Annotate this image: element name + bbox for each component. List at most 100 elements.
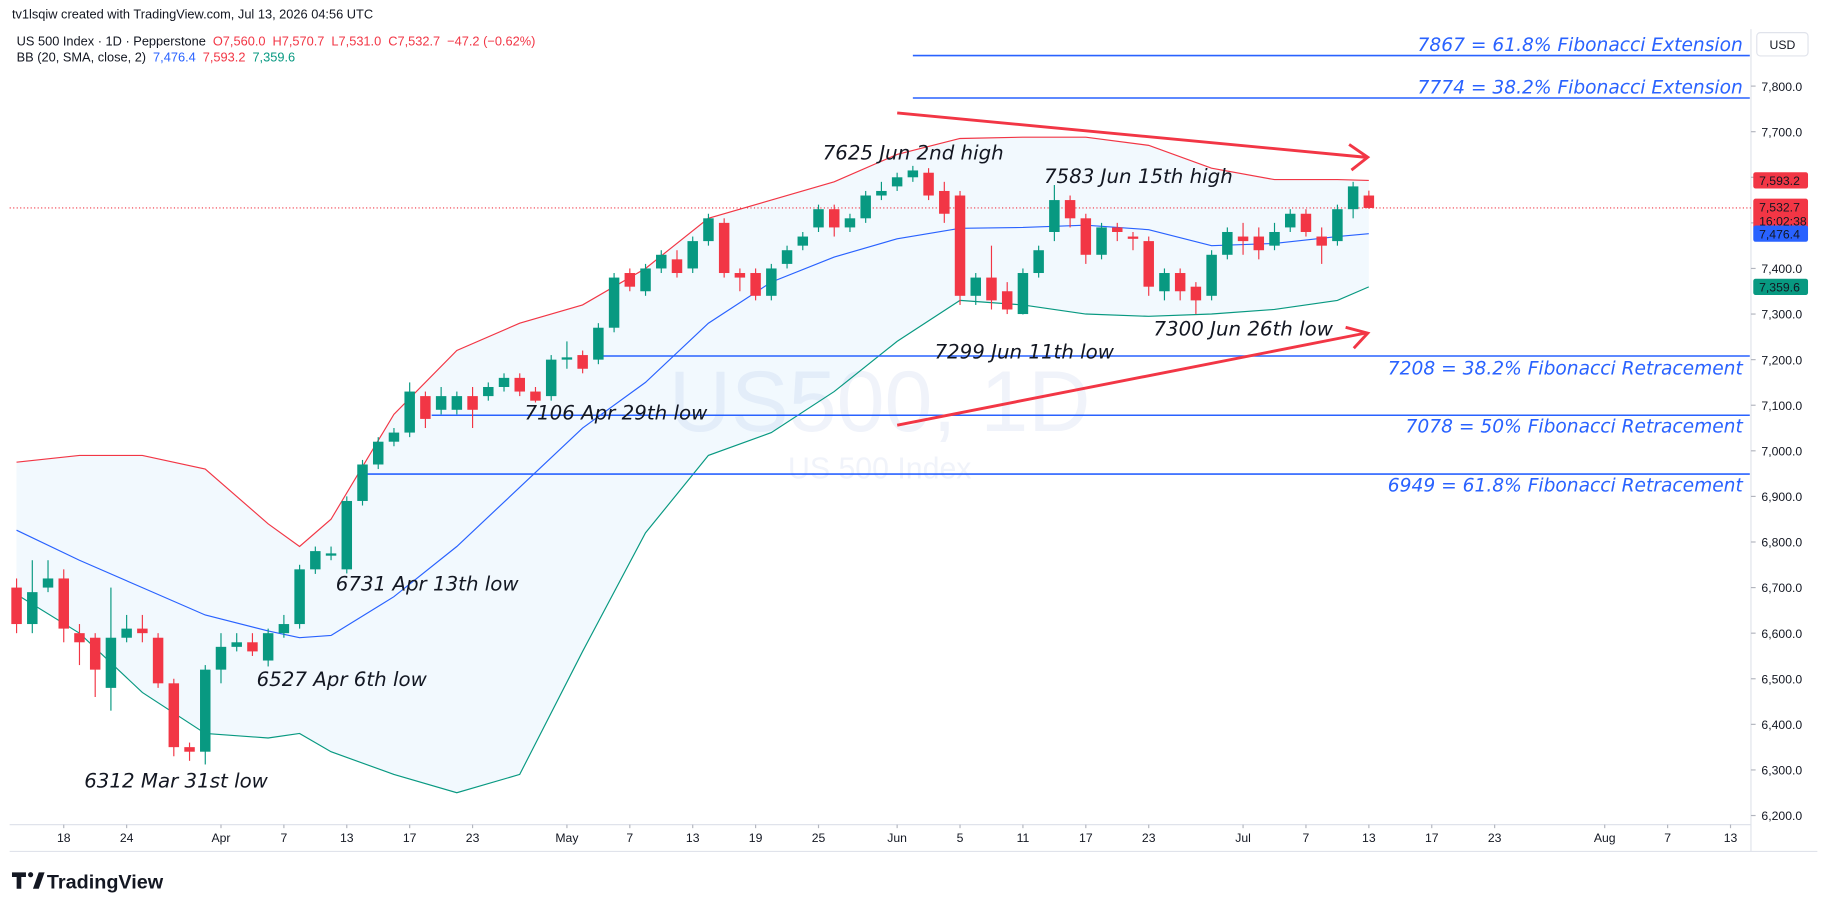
candle-body — [703, 218, 714, 242]
x-tick-label: 17 — [403, 831, 417, 845]
candle-body — [813, 209, 824, 228]
bb-middle — [16, 224, 1369, 639]
upper-trend-line — [897, 111, 1366, 159]
x-tick-label: 13 — [1362, 831, 1376, 845]
annotation: 6527 Apr 6th low — [257, 668, 428, 691]
x-tick-label: 5 — [957, 831, 964, 845]
ohlc-value: O7,560.0 — [213, 33, 266, 48]
candle-body — [750, 273, 761, 296]
x-tick-label: 23 — [1142, 831, 1156, 845]
candle-body — [467, 396, 478, 410]
symbol: US 500 Index · 1D · Pepperstone — [17, 33, 206, 48]
x-tick-label: 17 — [1079, 831, 1093, 845]
candle-body — [1174, 273, 1186, 292]
candle-body — [718, 222, 730, 274]
x-tick-label: 24 — [120, 831, 134, 845]
y-tick-label: 7,800.0 — [1761, 80, 1802, 94]
arrow-head — [1348, 143, 1371, 172]
x-tick-label: 25 — [812, 831, 826, 845]
candle-body — [105, 637, 117, 688]
candle-body — [1017, 273, 1029, 315]
candle-body — [939, 190, 950, 214]
plot-area: 7867 = 61.8% Fibonacci Extension 7774 = 3… — [9, 35, 1751, 794]
ohlc-value: −47.2 (−0.62%) — [447, 33, 535, 48]
y-tick-label: 7,700.0 — [1761, 125, 1802, 139]
candle-body — [11, 587, 22, 625]
candle-body — [624, 273, 636, 287]
candle-body — [310, 551, 321, 570]
x-tick-label: 18 — [57, 831, 71, 845]
candle-body — [687, 241, 698, 269]
candle-body — [1363, 195, 1375, 208]
candle-body — [152, 637, 164, 684]
logo-mark — [32, 872, 45, 889]
candle-body — [42, 578, 54, 588]
candle-body — [121, 628, 132, 638]
indicator-value: 7,593.2 — [203, 50, 246, 65]
y-tick-label: 6,300.0 — [1761, 764, 1802, 778]
candle-body — [1096, 227, 1107, 255]
candle-body — [734, 273, 746, 278]
candle-body — [640, 268, 651, 292]
x-tick-label: 19 — [749, 831, 763, 845]
currency-box[interactable] — [1756, 32, 1809, 57]
price-badge — [1753, 278, 1809, 296]
candle-body — [828, 209, 840, 228]
candle-body — [1049, 200, 1060, 232]
ohlc-value: C7,532.7 — [388, 33, 440, 48]
y-tick-label: 6,700.0 — [1761, 581, 1802, 595]
axes: 6,200.0 6,300.0 6,400.0 6,500.0 6,600.0 6,700… — [57, 80, 1809, 845]
indicator-name: BB (20, SMA, close, 2) — [17, 50, 146, 65]
candle-body — [1064, 200, 1076, 219]
bb-lower — [16, 286, 1370, 794]
lower-trend-line — [896, 331, 1366, 427]
x-tick-label: 17 — [1425, 831, 1439, 845]
annotation: 6731 Apr 13th low — [336, 573, 520, 596]
y-tick-label: 7,100.0 — [1761, 399, 1802, 413]
y-tick-label: 7,000.0 — [1761, 444, 1802, 458]
candle-body — [1347, 186, 1359, 210]
candle-body — [1190, 286, 1202, 301]
annotation: 6312 Mar 31st low — [84, 769, 268, 792]
candle-body — [1080, 218, 1092, 255]
indicator-value: 7,359.6 — [252, 50, 295, 65]
candle-body — [168, 683, 180, 748]
price-badge-label: 7,476.4 — [1759, 227, 1800, 241]
candle-body — [262, 633, 274, 661]
indicator-value: 7,476.4 — [153, 50, 196, 65]
y-tick-label: 6,400.0 — [1761, 718, 1802, 732]
candle-body — [608, 277, 620, 328]
y-tick-label: 7,200.0 — [1761, 353, 1802, 367]
candle-body — [294, 569, 305, 625]
candle-body — [514, 377, 525, 392]
candle-body — [325, 553, 337, 556]
price-badge-label: 7,532.7 — [1759, 200, 1800, 214]
annotation: 7625 Jun 2nd high — [823, 142, 1004, 165]
candle-body — [781, 250, 793, 264]
x-tick-label: 23 — [466, 831, 480, 845]
price-badge-label: 7,593.2 — [1759, 174, 1800, 188]
x-tick-label: 7 — [280, 831, 287, 845]
annotation: 7300 Jun 26th low — [1153, 317, 1333, 340]
y-tick-label: 6,200.0 — [1761, 809, 1802, 823]
annotation: 7106 Apr 29th low — [524, 401, 708, 424]
candle-body — [1112, 227, 1123, 232]
created-note: tv1lsqiw created with TradingView.com, J… — [12, 7, 373, 22]
fib-label: 7208 = 38.2% Fibonacci Retracement — [1388, 359, 1744, 380]
candle-body — [1206, 254, 1217, 296]
candle-body — [656, 254, 667, 269]
candle-body — [766, 268, 777, 296]
candle-body — [247, 642, 258, 652]
y-tick-label: 6,600.0 — [1761, 627, 1802, 641]
y-tick-label: 7,400.0 — [1761, 262, 1802, 276]
candle-body — [483, 386, 494, 397]
candle-body — [954, 195, 966, 296]
y-tick-label: 6,500.0 — [1761, 672, 1802, 686]
x-tick-label: 7 — [1303, 831, 1310, 845]
fib-label: 6949 = 61.8% Fibonacci Retracement — [1388, 476, 1744, 497]
candle-body — [593, 327, 604, 360]
candle-body — [1143, 241, 1154, 287]
x-tick-label: 7 — [1664, 831, 1671, 845]
